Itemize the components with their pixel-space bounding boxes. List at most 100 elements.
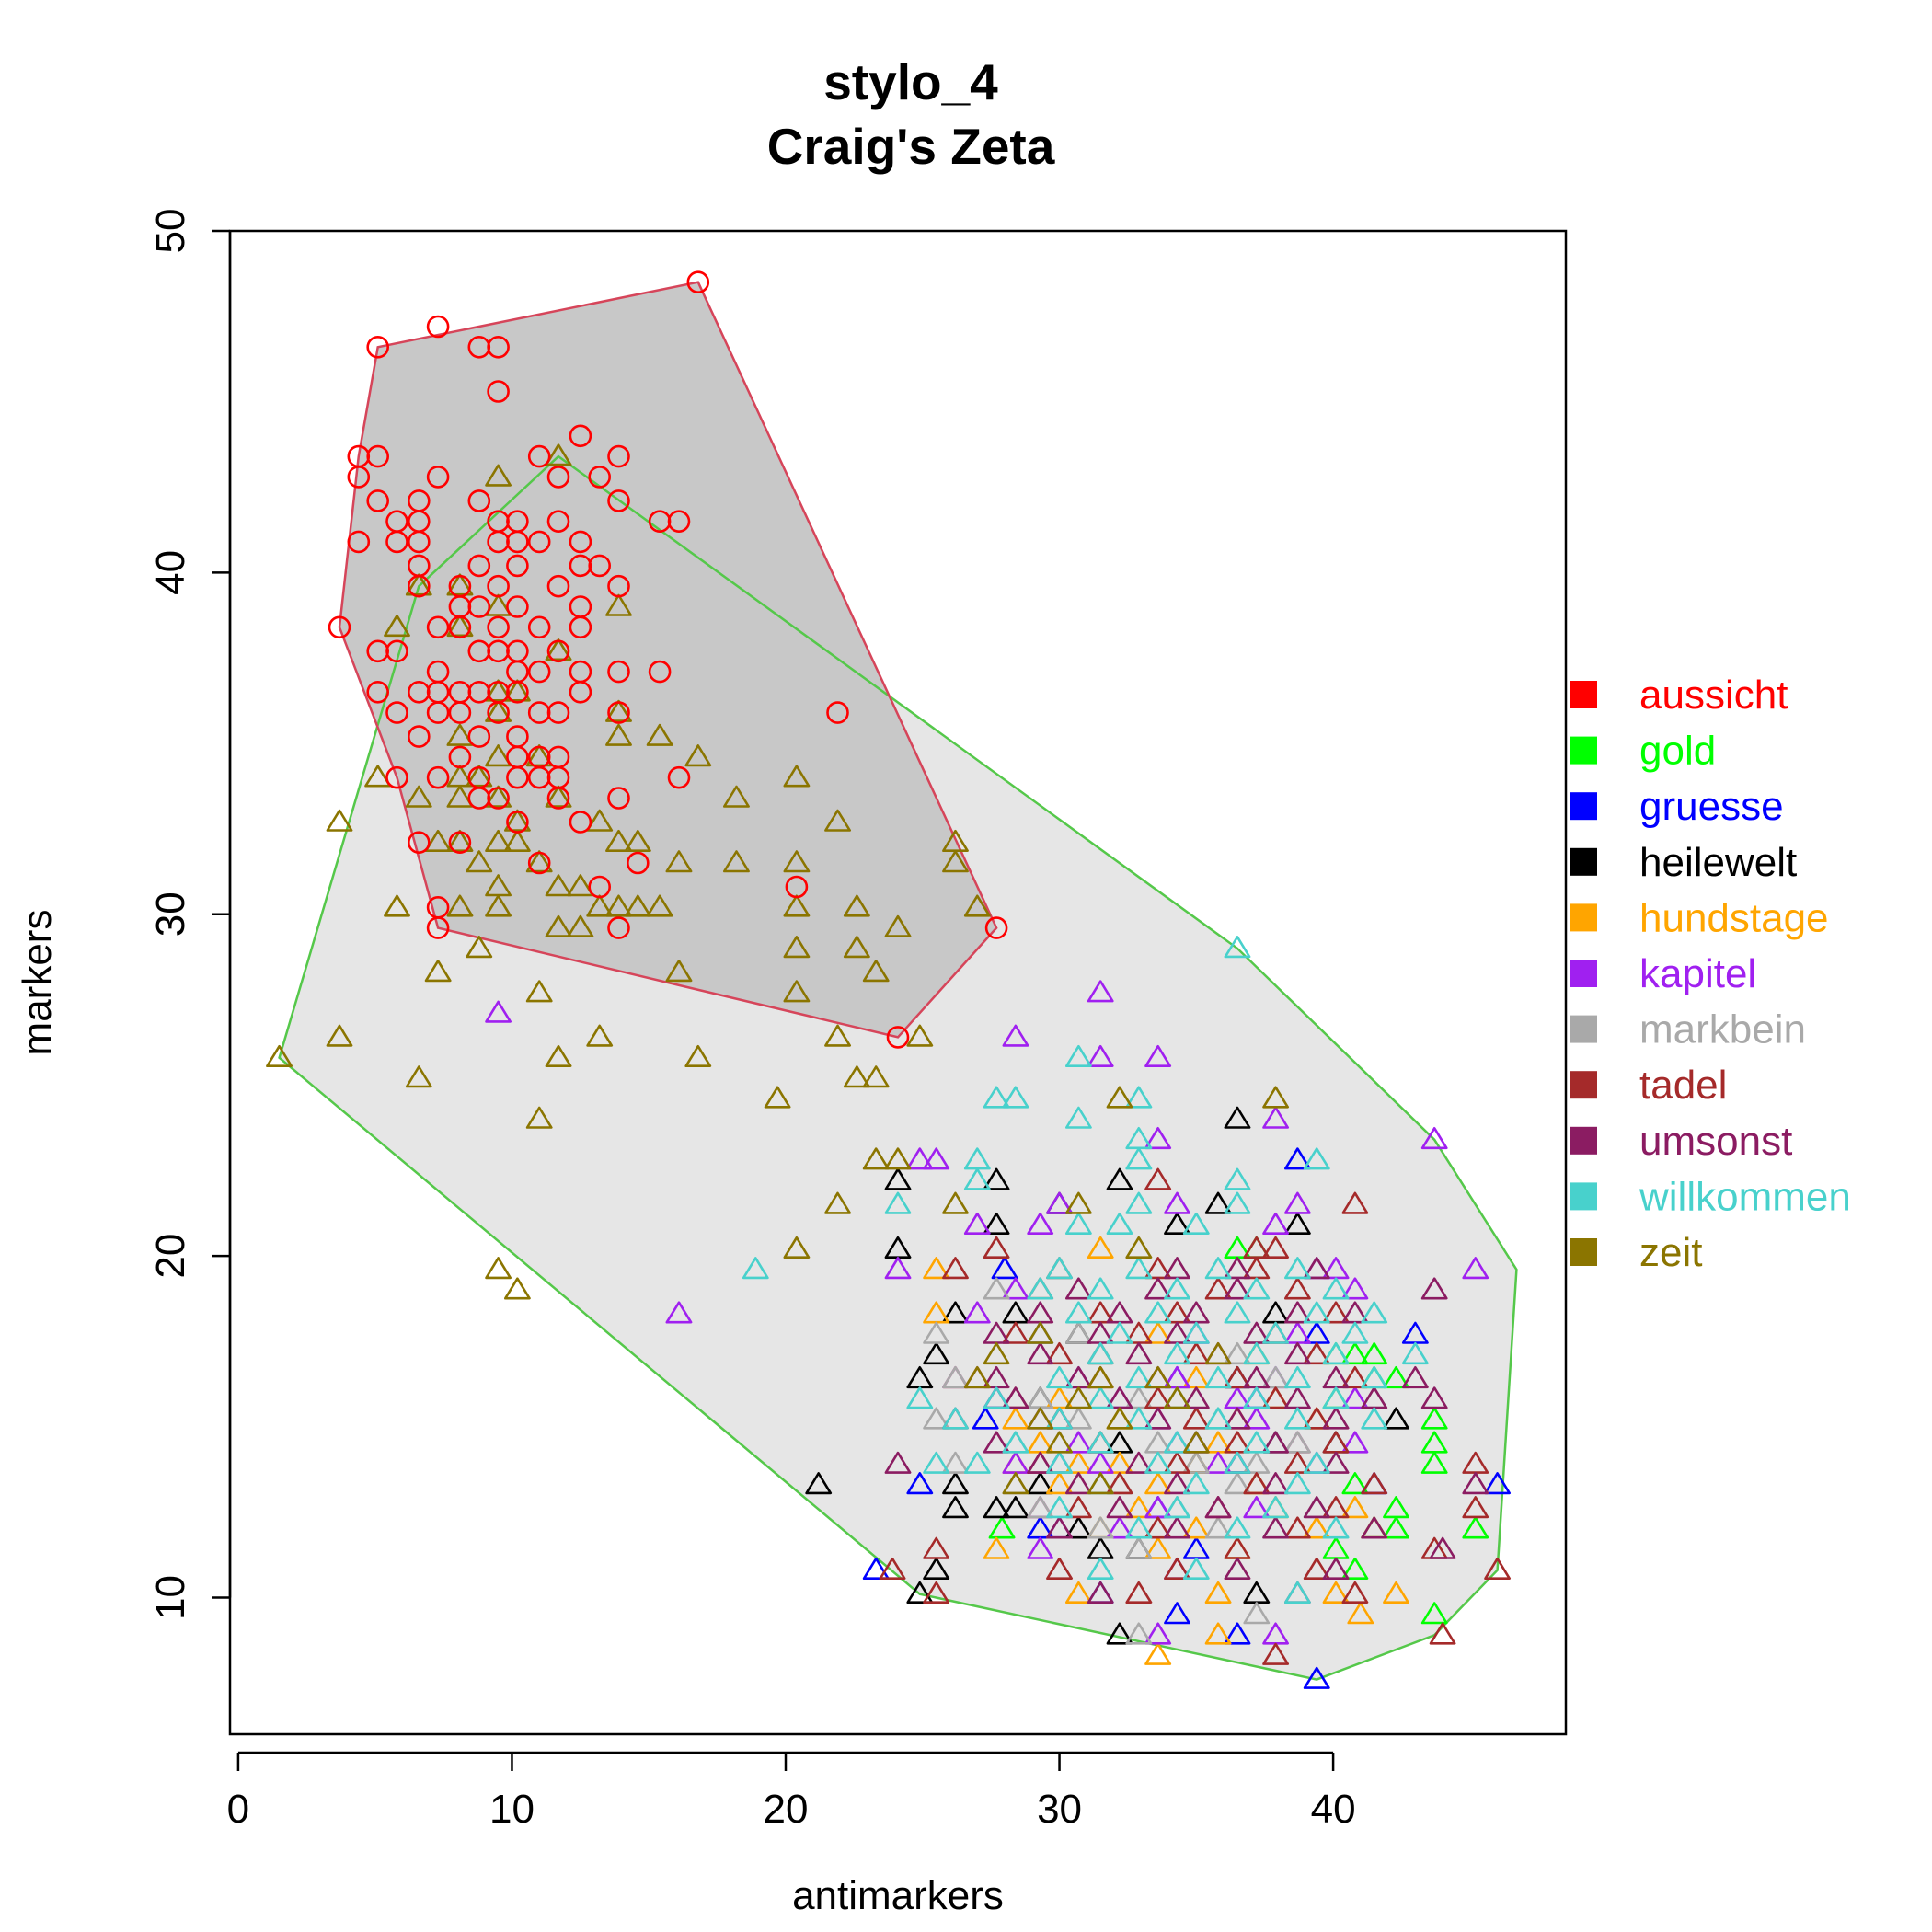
point-tadel — [1484, 1557, 1511, 1580]
point-zeit — [1002, 1472, 1029, 1495]
point-heilewelt — [1002, 1496, 1029, 1519]
point-zeit — [525, 850, 553, 873]
legend-swatch-aussicht — [1570, 681, 1597, 708]
point-zeit — [504, 679, 531, 702]
point-tadel — [923, 1581, 950, 1604]
point-umsonst — [1224, 1557, 1251, 1580]
point-umsonst — [1303, 1257, 1330, 1280]
point-heilewelt — [942, 1496, 969, 1519]
point-willkommen — [1262, 1321, 1289, 1344]
point-willkommen — [923, 1451, 950, 1474]
point-zeit — [384, 894, 410, 917]
point-aussicht — [467, 489, 491, 512]
point-heilewelt — [1106, 1622, 1133, 1645]
point-tadel — [1262, 1642, 1289, 1665]
point-tadel — [1144, 1167, 1172, 1190]
point-hundstage — [923, 1257, 950, 1280]
point-kapitel — [963, 1212, 991, 1235]
point-tadel — [1262, 1386, 1289, 1409]
point-aussicht — [527, 851, 551, 875]
point-aussicht — [506, 554, 529, 578]
point-tadel — [1341, 1581, 1369, 1604]
point-willkommen — [1243, 1277, 1271, 1300]
point-zeit — [446, 573, 474, 596]
point-willkommen — [1125, 1086, 1153, 1109]
legend-swatch-umsonst — [1570, 1126, 1597, 1155]
point-zeit — [446, 829, 474, 852]
point-umsonst — [1322, 1451, 1350, 1474]
point-zeit — [1065, 1191, 1092, 1214]
point-tadel — [1125, 1581, 1153, 1604]
point-kapitel — [1144, 1622, 1172, 1645]
point-zeit — [1182, 1431, 1210, 1454]
point-willkommen — [1125, 1191, 1153, 1214]
point-kapitel — [1204, 1451, 1232, 1474]
point-kapitel — [1046, 1191, 1073, 1214]
point-zeit — [783, 1236, 811, 1259]
point-willkommen — [1087, 1431, 1114, 1454]
point-aussicht — [569, 424, 592, 448]
point-zeit — [723, 850, 750, 873]
point-zeit — [605, 593, 632, 616]
point-tadel — [1204, 1277, 1232, 1300]
point-willkommen — [1087, 1386, 1114, 1409]
point-kapitel — [1262, 1106, 1289, 1129]
point-gruesse — [991, 1257, 1018, 1280]
point-zeit — [783, 894, 811, 917]
point-zeit — [862, 1147, 890, 1170]
point-hundstage — [1144, 1472, 1172, 1495]
point-hundstage — [1204, 1581, 1232, 1604]
point-heilewelt — [983, 1212, 1010, 1235]
point-tadel — [1341, 1191, 1369, 1214]
point-aussicht — [546, 639, 570, 663]
point-zeit — [545, 638, 572, 661]
point-zeit — [1106, 1407, 1133, 1430]
point-kapitel — [906, 1147, 934, 1170]
point-umsonst — [884, 1451, 912, 1474]
point-kapitel — [1341, 1386, 1369, 1409]
point-willkommen — [1224, 1451, 1251, 1474]
point-umsonst — [1361, 1516, 1388, 1539]
point-umsonst — [1204, 1496, 1232, 1519]
point-aussicht — [607, 444, 630, 468]
point-aussicht — [607, 787, 630, 810]
point-tadel — [1303, 1407, 1330, 1430]
point-heilewelt — [1204, 1191, 1232, 1214]
legend-swatch-hundstage — [1570, 903, 1597, 932]
point-aussicht — [506, 765, 529, 789]
point-willkommen — [1087, 1342, 1114, 1365]
point-tadel — [1065, 1496, 1092, 1519]
point-aussicht — [527, 615, 551, 639]
point-aussicht — [366, 680, 390, 704]
point-kapitel — [1027, 1536, 1054, 1559]
point-umsonst — [1303, 1496, 1330, 1519]
point-willkommen — [1106, 1321, 1133, 1344]
point-umsonst — [983, 1431, 1010, 1454]
point-gruesse — [1164, 1602, 1190, 1625]
point-hundstage — [1347, 1602, 1374, 1625]
point-zeit — [485, 829, 512, 852]
point-hundstage — [1322, 1581, 1350, 1604]
point-aussicht — [527, 530, 551, 554]
point-tadel — [1429, 1622, 1456, 1645]
point-zeit — [525, 1106, 553, 1129]
point-willkommen — [1243, 1342, 1271, 1365]
point-zeit — [485, 744, 512, 767]
legend-label-gold: gold — [1639, 729, 1716, 774]
point-aussicht — [426, 466, 450, 489]
point-markbein — [1224, 1472, 1251, 1495]
legend-label-hundstage: hundstage — [1639, 895, 1829, 940]
point-zeit — [605, 894, 632, 917]
point-willkommen — [1284, 1366, 1311, 1389]
point-zeit — [1065, 1386, 1092, 1409]
point-zeit — [466, 936, 493, 959]
point-zeit — [723, 785, 750, 808]
point-zeit — [646, 723, 673, 746]
point-aussicht — [607, 489, 630, 512]
point-zeit — [665, 850, 693, 873]
point-willkommen — [1341, 1321, 1369, 1344]
point-zeit — [824, 1191, 851, 1214]
point-tadel — [1046, 1557, 1073, 1580]
point-zeit — [906, 1024, 934, 1047]
x-tick-label: 30 — [1037, 1787, 1082, 1832]
